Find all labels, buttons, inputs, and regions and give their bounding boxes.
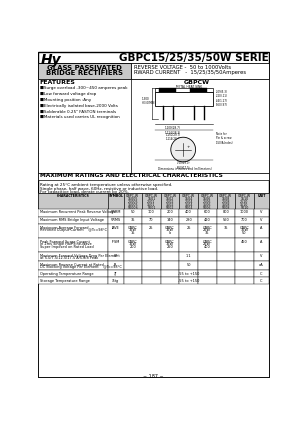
Bar [108,270,124,278]
Text: 15W: 15W [166,229,174,232]
Bar [254,217,269,224]
Bar [38,193,108,209]
Text: in 2ms Single Half Sine-Wave: in 2ms Single Half Sine-Wave [40,242,92,246]
Text: 15W: 15W [129,242,137,246]
Bar [108,217,124,224]
Bar [38,270,108,278]
Text: 15W: 15W [166,242,174,246]
Text: Maximum Average Forward: Maximum Average Forward [40,226,88,230]
Text: 2502: 2502 [166,200,174,204]
Text: 5000S: 5000S [128,206,138,210]
Text: GBPC-W: GBPC-W [182,194,195,198]
Bar [217,261,235,270]
Text: A: A [260,240,263,244]
Bar [254,224,269,238]
Bar [198,238,217,252]
Bar [179,278,198,284]
Bar [38,79,269,173]
Text: For capacitive load, derate current by 20%.: For capacitive load, derate current by 2… [40,190,129,194]
Text: +: + [186,145,190,149]
Text: 100: 100 [148,210,155,214]
Text: REVERSE VOLTAGE -  50 to 1000Volts: REVERSE VOLTAGE - 50 to 1000Volts [134,65,231,70]
Text: 200: 200 [167,210,173,214]
Text: V: V [260,253,263,258]
Bar [142,278,161,284]
Text: SYMBOL: SYMBOL [108,194,123,198]
Text: 25W: 25W [203,229,211,232]
Bar [179,270,198,278]
Text: C: C [260,279,263,283]
Text: RWARD CURRENT   -  15/25/35/50Amperes: RWARD CURRENT - 15/25/35/50Amperes [134,70,246,75]
Text: GBPC: GBPC [202,226,212,230]
Text: GBPC-W: GBPC-W [126,194,140,198]
Text: 400: 400 [185,210,192,214]
Text: GBPC-W: GBPC-W [219,194,232,198]
Text: 35005: 35005 [128,203,138,207]
Bar [235,193,254,209]
Bar [217,252,235,261]
Text: 25005: 25005 [128,200,138,204]
Text: IFSM: IFSM [112,240,120,244]
Text: 3501: 3501 [147,203,156,207]
Text: Dimensions in inches and (millimeters): Dimensions in inches and (millimeters) [158,167,211,170]
Bar [254,238,269,252]
Text: Super Imposed on Rated Load: Super Imposed on Rated Load [40,245,94,249]
Text: Rectified Output Current    @Tc=98°C: Rectified Output Current @Tc=98°C [40,229,107,232]
Bar [198,193,217,209]
Text: UNIT: UNIT [257,194,266,198]
Text: V: V [260,210,263,214]
Text: GBPC-W: GBPC-W [201,194,214,198]
Text: ■Surge overload -300~450 amperes peak: ■Surge overload -300~450 amperes peak [40,86,127,91]
Bar [254,252,269,261]
Bar [217,193,235,209]
Text: ■Electrically isolated base-2000 Volts: ■Electrically isolated base-2000 Volts [40,104,118,108]
Circle shape [171,137,196,162]
Text: GBPC: GBPC [128,226,138,230]
Text: ~ 187 ~: ~ 187 ~ [143,374,164,379]
Bar [235,224,254,238]
Text: 1.300
(33.0)MIN: 1.300 (33.0)MIN [141,97,155,105]
Text: 25: 25 [149,226,154,230]
Text: BRIDGE RECTIFIERS: BRIDGE RECTIFIERS [46,70,123,76]
Bar [38,209,108,217]
Text: A: A [260,226,263,230]
Bar [38,173,269,180]
Bar [108,224,124,238]
Bar [217,217,235,224]
Bar [198,252,217,261]
Bar [161,193,179,209]
Bar [142,193,161,209]
Text: 25: 25 [186,226,191,230]
Bar [161,278,179,284]
Text: Operating Temperature Range: Operating Temperature Range [40,272,93,276]
Text: 1506: 1506 [203,197,212,201]
Bar [235,261,254,270]
Text: GBPC: GBPC [202,240,212,244]
Text: .209(5.3)
.220(.11): .209(5.3) .220(.11) [216,90,228,98]
Bar [142,261,161,270]
Text: 1510: 1510 [240,197,249,201]
Text: 25W: 25W [203,242,211,246]
Bar [142,238,161,252]
Bar [142,209,161,217]
Text: ■Mounting position :Any: ■Mounting position :Any [40,98,91,102]
Text: 3510: 3510 [240,203,249,207]
Bar [159,88,176,92]
Text: GBPC: GBPC [165,240,175,244]
Bar [142,252,161,261]
Text: 50: 50 [186,263,191,267]
Text: 140: 140 [167,218,173,222]
Bar [142,217,161,224]
Bar [179,261,198,270]
Bar [161,209,179,217]
Text: .44(1.27)
.560(.97): .44(1.27) .560(.97) [216,99,228,108]
Bar [142,270,161,278]
Text: 420: 420 [204,218,211,222]
Bar [161,261,179,270]
Text: 200: 200 [130,245,136,249]
Bar [124,252,142,261]
Text: .750(19.0)
.650(17.0): .750(19.0) .650(17.0) [176,161,190,170]
Text: FEATURES: FEATURES [40,80,76,85]
Bar [235,209,254,217]
Bar [124,261,142,270]
